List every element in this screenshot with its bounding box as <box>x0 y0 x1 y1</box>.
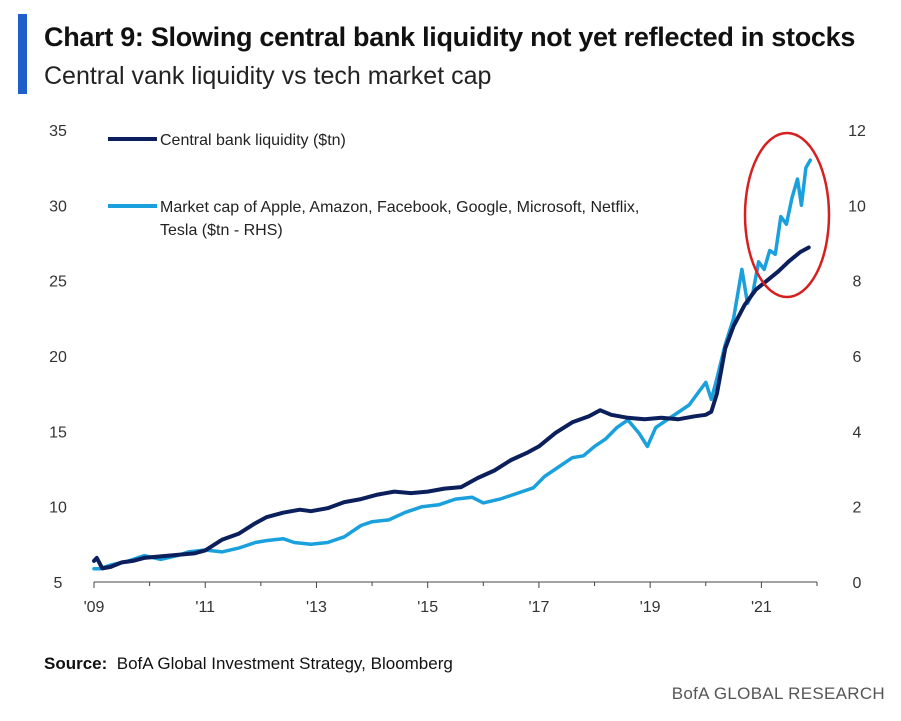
chart-title: Chart 9: Slowing central bank liquidity … <box>44 22 856 52</box>
x-tick-label: '11 <box>195 599 215 616</box>
source-label: Source: <box>44 654 108 673</box>
x-tick-label: '19 <box>640 599 661 616</box>
y-left-tick-label: 35 <box>49 123 67 140</box>
y-left-tick-label: 30 <box>49 198 67 215</box>
y-left-tick-label: 20 <box>49 349 67 366</box>
legend-label-2-line-1: Market cap of Apple, Amazon, Facebook, G… <box>160 199 639 216</box>
brand-label: BofA GLOBAL RESEARCH <box>671 684 885 703</box>
series-line-2 <box>92 158 813 571</box>
y-right-tick-label: 4 <box>853 424 862 441</box>
chart-subtitle: Central vank liquidity vs tech market ca… <box>44 62 492 90</box>
y-right-tick-label: 0 <box>853 575 862 592</box>
x-tick-label: '17 <box>528 599 549 616</box>
x-tick-label: '21 <box>751 599 772 616</box>
x-tick-label: '15 <box>417 599 438 616</box>
y-left-tick-label: 25 <box>49 274 67 291</box>
y-left-tick-label: 5 <box>54 575 63 592</box>
title-accent-bar <box>18 14 27 94</box>
source-text: BofA Global Investment Strategy, Bloombe… <box>116 654 453 673</box>
y-right-tick-label: 12 <box>848 123 866 140</box>
y-right-tick-label: 6 <box>853 349 862 366</box>
highlight-circle <box>743 131 831 299</box>
legend-label-1: Central bank liquidity ($tn) <box>160 132 346 149</box>
source-note: Source: BofA Global Investment Strategy,… <box>44 654 453 674</box>
legend-label-2-line-2: Tesla ($tn - RHS) <box>160 222 283 239</box>
line-chart: '09 '11 '13 '15 '17 '19 '21 5 10 15 20 25 30 35 0 2 4 6 8 1… <box>49 123 866 616</box>
x-tick-label: '09 <box>84 599 105 616</box>
y-right-tick-label: 8 <box>853 274 862 291</box>
y-right-tick-label: 10 <box>848 198 866 215</box>
y-left-tick-label: 10 <box>49 500 67 517</box>
x-tick-label: '13 <box>306 599 327 616</box>
series-line-1 <box>92 245 811 571</box>
y-left-tick-label: 15 <box>49 424 67 441</box>
y-right-tick-label: 2 <box>853 500 862 517</box>
